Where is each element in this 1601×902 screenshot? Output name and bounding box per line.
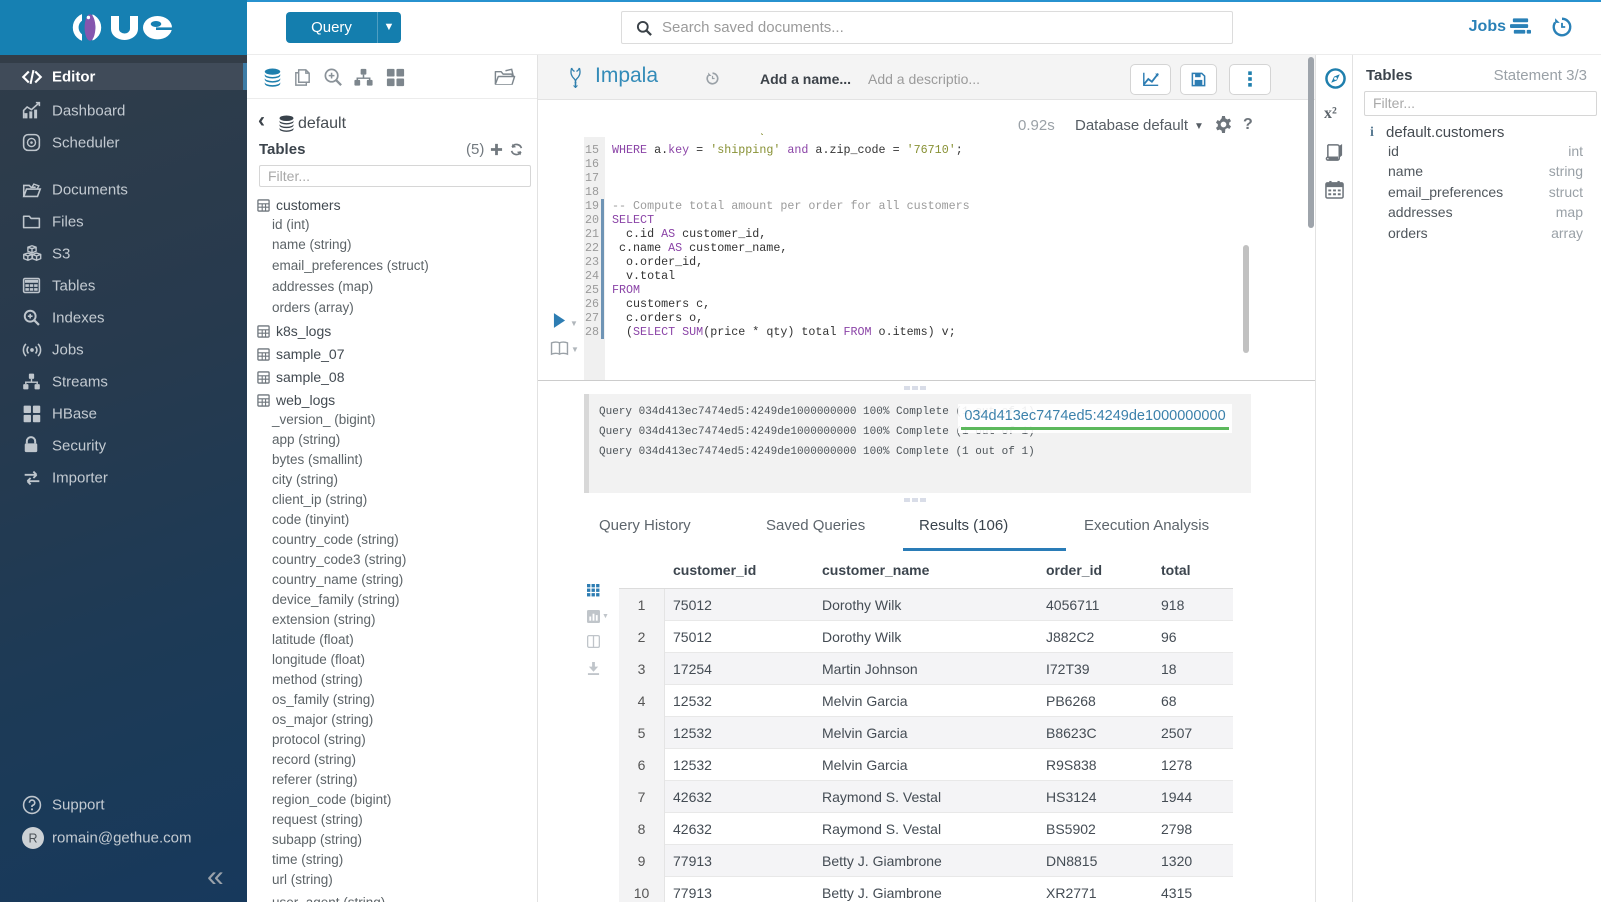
- svg-text:R: R: [28, 831, 37, 845]
